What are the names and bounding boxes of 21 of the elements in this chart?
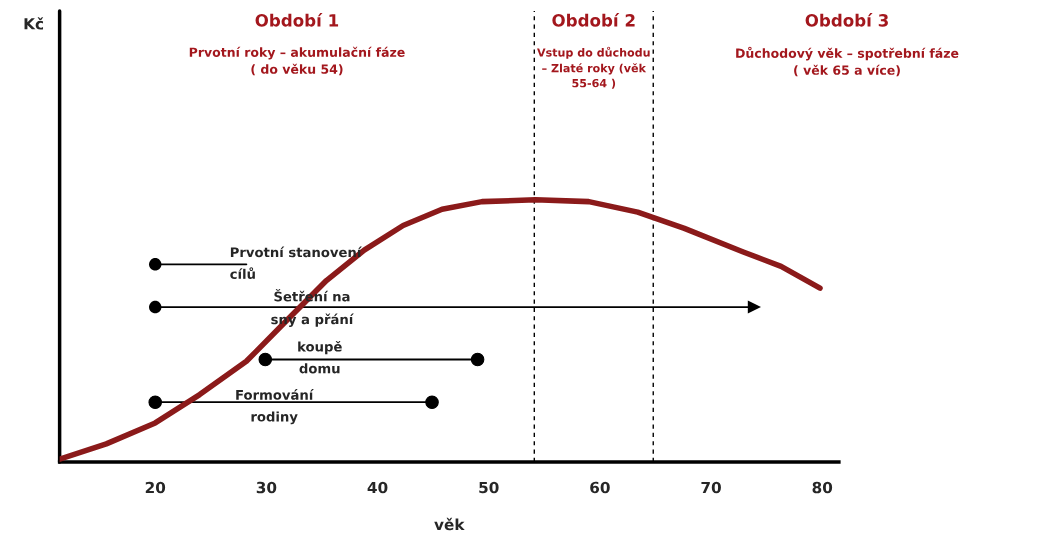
text: Období 1 Prvotní roky – akumulační fáze ( do věku 54) [189, 13, 405, 76]
point [470, 352, 485, 367]
point [149, 300, 162, 314]
x-tick-label: 40 [367, 481, 388, 494]
point [747, 300, 761, 314]
x-tick-label: 60 [590, 481, 610, 494]
point [258, 352, 273, 367]
text: Období 3 Důchodový věk – spotřební fáze ( věk 65 a více) [736, 13, 959, 77]
x-tick-label: 50 [479, 481, 499, 494]
point [149, 258, 162, 271]
x-tick-label: 70 [701, 481, 721, 494]
x-tick-label: 80 [812, 481, 833, 494]
text: Období 2 Vstup do důchodu – Zlaté roky (věk 55-64 ) [537, 13, 650, 89]
point [148, 395, 162, 409]
point [425, 395, 439, 409]
x-tick-label: 30 [256, 481, 277, 494]
annotation: Formování rodiny [236, 389, 314, 425]
text: Kč [24, 17, 44, 30]
x-tick-label: 20 [145, 481, 166, 494]
annotation: koupě domu [298, 340, 342, 374]
x-axis-title: věk [434, 517, 465, 531]
